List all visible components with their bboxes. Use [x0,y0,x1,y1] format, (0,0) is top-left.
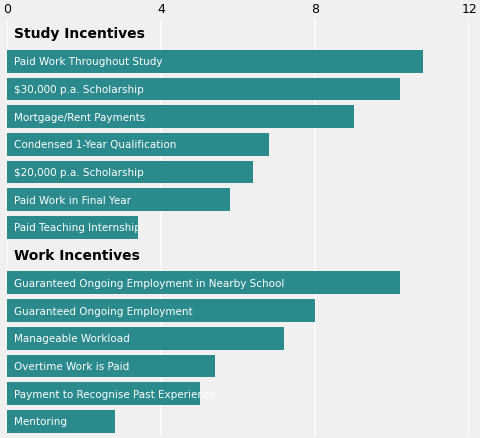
Text: $30,000 p.a. Scholarship: $30,000 p.a. Scholarship [14,85,144,95]
Text: Guaranteed Ongoing Employment in Nearby School: Guaranteed Ongoing Employment in Nearby … [14,278,284,288]
Text: Paid Teaching Internship: Paid Teaching Internship [14,223,141,233]
Text: Paid Work Throughout Study: Paid Work Throughout Study [14,57,162,67]
Text: Payment to Recognise Past Experience: Payment to Recognise Past Experience [14,389,216,399]
Text: Condensed 1-Year Qualification: Condensed 1-Year Qualification [14,140,176,150]
Bar [7,355,215,378]
Text: Overtime Work is Paid: Overtime Work is Paid [14,361,129,371]
Text: Mentoring: Mentoring [14,417,67,427]
Text: $20,000 p.a. Scholarship: $20,000 p.a. Scholarship [14,168,144,178]
Bar [7,106,354,129]
Text: Study Incentives: Study Incentives [14,28,144,42]
Text: Mortgage/Rent Payments: Mortgage/Rent Payments [14,113,145,122]
Text: Guaranteed Ongoing Employment: Guaranteed Ongoing Employment [14,306,192,316]
Bar [7,189,230,212]
Bar [7,327,284,350]
Text: Work Incentives: Work Incentives [14,249,140,262]
Bar [7,134,269,156]
Text: Manageable Workload: Manageable Workload [14,333,130,343]
Bar [7,216,138,239]
Text: Paid Work in Final Year: Paid Work in Final Year [14,195,131,205]
Bar [7,51,423,74]
Bar [7,382,200,405]
Bar [7,300,315,322]
Bar [7,272,400,294]
Bar [7,78,400,101]
Bar [7,161,253,184]
Bar [7,410,115,433]
